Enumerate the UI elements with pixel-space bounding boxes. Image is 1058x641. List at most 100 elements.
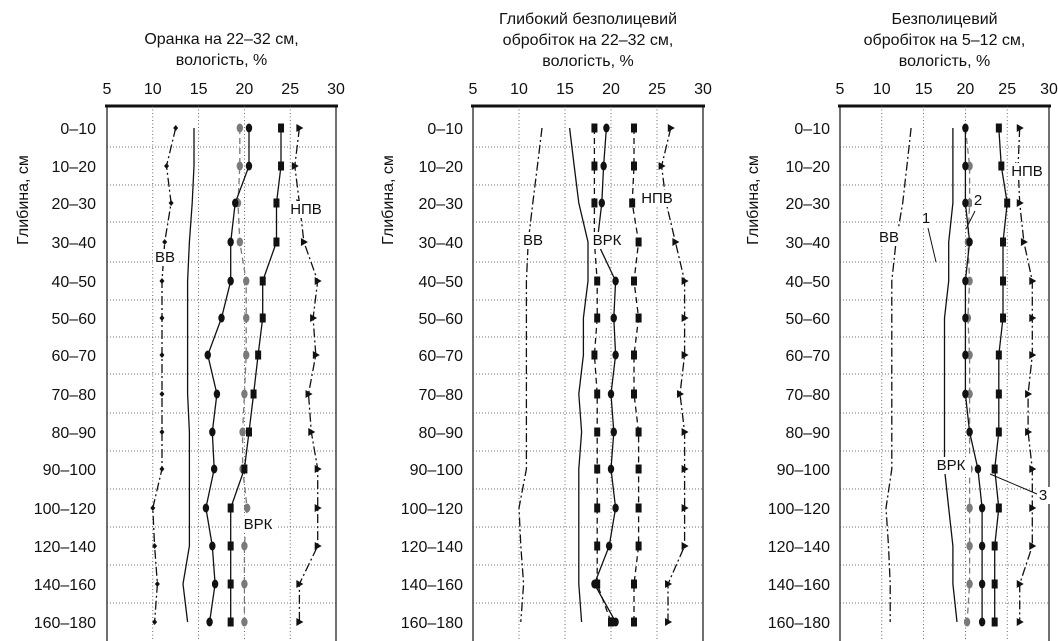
chart-title-line: Безполицевий [891,11,997,28]
x-tick-label: 30 [327,81,345,98]
data-point-circle [962,276,969,286]
data-point-circle [227,237,234,247]
data-point-triangle [1016,199,1024,207]
data-point-triangle [308,428,316,436]
data-point-square [594,389,601,399]
data-point-circle [202,503,210,513]
data-point-circle [236,123,244,133]
data-point-diamond [159,315,165,321]
data-point-square [991,579,998,589]
data-point-circle [210,464,218,474]
data-point-triangle [681,542,689,550]
data-point-circle [204,350,211,360]
x-tick-label: 5 [469,81,478,98]
data-point-square [631,617,637,627]
data-point-diamond [159,429,165,435]
data-point-circle [245,123,253,133]
chart-title-line: вологість, % [176,52,267,69]
depth-tick-label: 70–80 [786,387,831,404]
depth-tick-label: 70–80 [419,387,464,404]
data-point-square [594,427,601,437]
data-point-diamond [173,125,179,131]
depth-tick-label: 70–80 [52,387,97,404]
data-point-square [594,503,601,513]
series-line [631,128,640,622]
data-point-square [631,161,637,171]
data-point-circle [962,389,969,399]
data-point-circle [243,276,250,286]
data-point-circle [612,617,619,627]
depth-tick-label: 60–70 [419,348,464,365]
data-point-triangle [296,124,304,132]
data-point-square [995,123,1002,133]
data-point-triangle [1029,351,1037,359]
data-point-square [631,123,637,133]
data-point-circle [241,579,248,589]
x-tick-label: 30 [694,81,712,98]
data-point-circle [603,123,610,133]
data-point-triangle [665,618,673,626]
data-point-circle [962,161,969,171]
data-point-square [635,503,642,513]
leader-line-1 [927,227,937,263]
data-point-triangle [1029,504,1037,512]
data-point-square [273,198,280,208]
x-tick-label: 20 [236,81,254,98]
data-point-triangle [291,162,299,170]
annotation-label: НПВ [1011,163,1043,180]
data-point-circle [966,541,973,551]
depth-tick-label: 140–160 [768,577,830,594]
data-point-diamond [162,239,168,245]
data-point-circle [963,617,971,627]
series-line [593,128,612,623]
data-point-circle [598,198,605,208]
data-point-square [594,276,601,286]
series-line [518,127,543,623]
depth-tick-label: 50–60 [419,311,464,328]
data-point-square [635,427,642,437]
chart-title-line: вологість, % [542,53,633,70]
data-point-circle [978,617,986,627]
data-point-circle [610,313,617,323]
data-point-triangle [658,162,666,170]
data-point-triangle [296,580,304,588]
annotation-label: ВВ [523,232,543,249]
depth-tick-label: 10–20 [419,159,464,176]
data-point-circle [243,350,250,360]
data-point-square [245,427,252,437]
data-point-circle [966,427,973,437]
depth-tick-label: 30–40 [52,235,97,252]
depth-tick-label: 40–50 [419,274,464,291]
data-point-circle [241,617,248,627]
data-point-circle [600,161,607,171]
depth-tick-label: 90–100 [777,462,830,479]
leader-line-2 [965,210,976,230]
series-line [1017,127,1033,622]
data-point-triangle [314,542,322,550]
annotation-label: ВРК [593,232,622,249]
annotation-label: 3 [1039,487,1047,504]
depth-tick-label: 140–160 [401,577,463,594]
annotation-background [1037,487,1051,504]
data-point-square [1004,198,1011,208]
data-point-circle [243,313,250,323]
data-point-circle [962,313,969,323]
depth-tick-label: 50–60 [786,311,831,328]
data-point-circle [966,579,973,589]
annotation-label: ВВ [155,249,175,266]
data-point-circle [591,579,598,589]
data-point-circle [213,389,221,399]
depth-tick-label: 40–50 [786,274,831,291]
depth-tick-label: 30–40 [786,235,831,252]
annotation-label: НПВ [641,190,673,207]
data-point-triangle [296,618,304,626]
depth-tick-label: 120–140 [34,539,96,556]
data-point-triangle [681,428,689,436]
data-point-square [594,541,601,551]
data-point-triangle [1029,277,1037,285]
x-tick-label: 15 [915,81,933,98]
y-axis-label: Глибина, см [745,155,762,245]
data-point-triangle [1029,542,1037,550]
data-point-triangle [672,238,680,246]
data-point-square [591,161,598,171]
